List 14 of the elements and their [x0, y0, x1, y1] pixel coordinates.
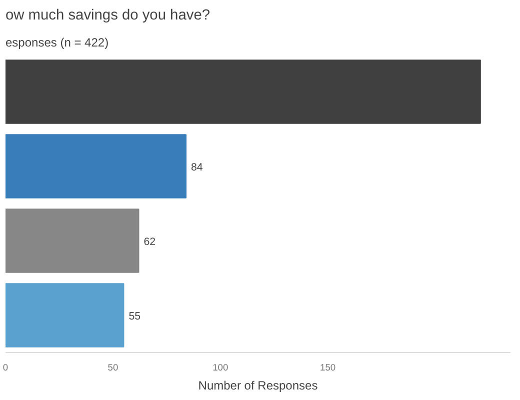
- bar: [6, 208, 140, 273]
- data-label: 55: [128, 310, 141, 322]
- chart-subtitle: esponses (n = 422): [6, 36, 109, 50]
- x-tick-label: 0: [2, 362, 8, 372]
- bar: [6, 60, 481, 124]
- data-label: 84: [191, 161, 203, 174]
- x-tick-label: 50: [108, 362, 118, 372]
- data-label: 62: [144, 236, 156, 248]
- x-tick-label: 100: [212, 362, 228, 372]
- bar: [6, 134, 187, 198]
- x-axis-title: Number of Responses: [198, 378, 318, 392]
- bar: [6, 283, 124, 348]
- x-tick-label: 150: [320, 362, 336, 372]
- chart-title: ow much savings do you have?: [6, 8, 210, 24]
